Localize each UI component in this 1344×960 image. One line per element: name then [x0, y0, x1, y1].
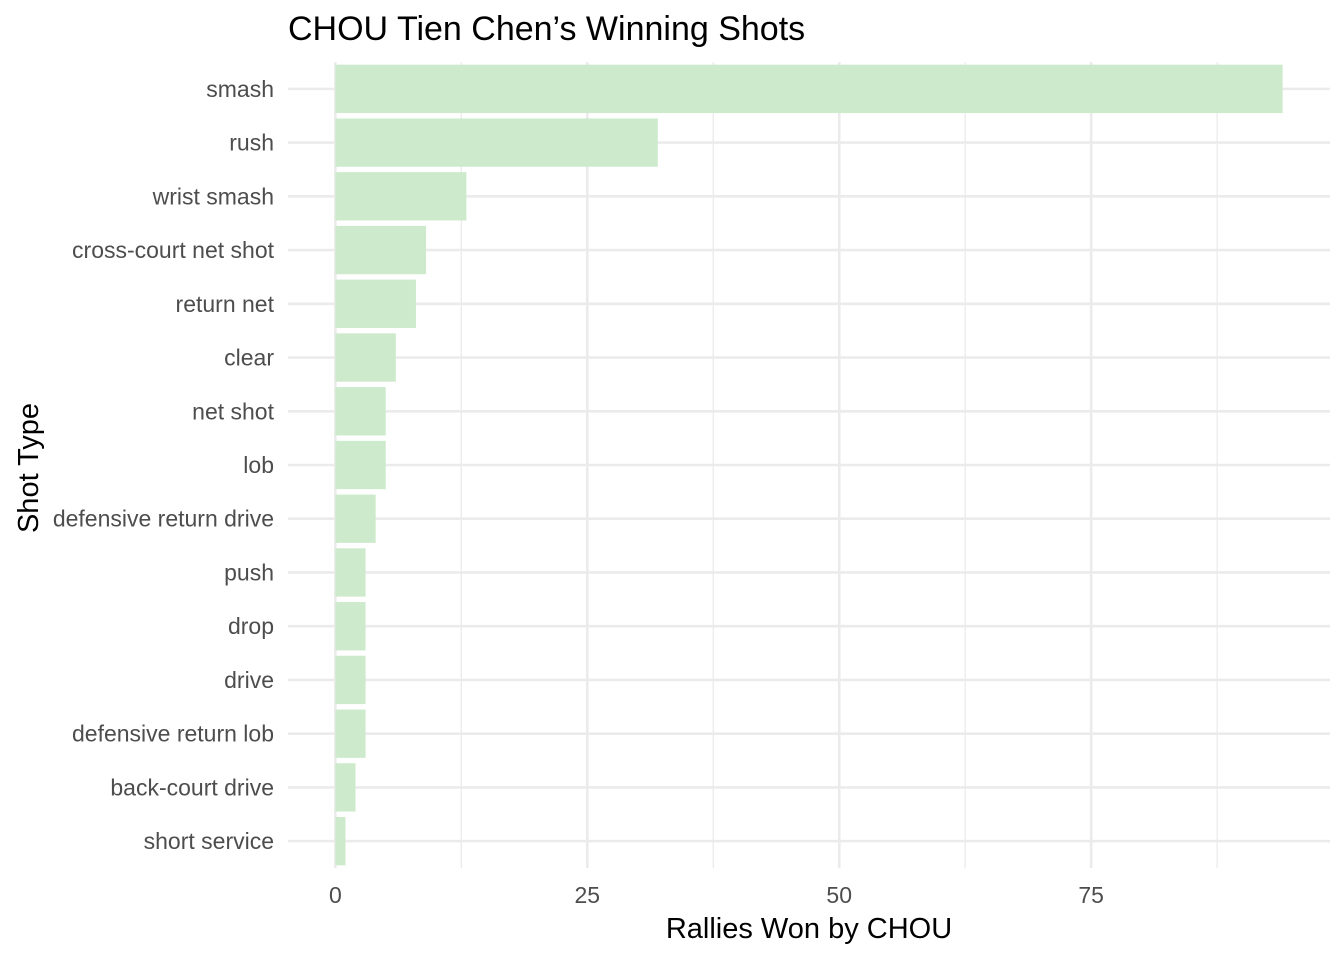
y-tick-label: net shot	[192, 398, 274, 424]
y-tick-label: rush	[229, 130, 274, 156]
bar	[335, 225, 427, 275]
bar	[335, 118, 658, 167]
y-tick-label: return net	[176, 291, 275, 317]
y-tick-labels: smash rush wrist smash cross-court net shot…	[53, 76, 275, 854]
x-tick-label: 0	[329, 882, 342, 908]
bar	[335, 172, 467, 221]
y-tick-label: wrist smash	[152, 183, 274, 209]
chart-title: CHOU Tien Chen’s Winning Shots	[288, 10, 805, 48]
bar	[335, 602, 366, 651]
bar	[335, 64, 1283, 114]
y-tick-label: drive	[224, 667, 274, 693]
x-tick-label: 50	[826, 882, 852, 908]
y-tick-label: short service	[144, 828, 274, 854]
bar	[335, 440, 386, 490]
bar	[335, 279, 416, 328]
y-tick-label: defensive return lob	[72, 721, 274, 747]
y-tick-label: cross-court net shot	[72, 237, 275, 263]
bar	[335, 763, 356, 812]
y-tick-label: clear	[224, 345, 274, 371]
bar	[335, 655, 366, 705]
y-tick-label: lob	[243, 452, 274, 478]
y-tick-label: back-court drive	[110, 774, 274, 800]
x-tick-label: 25	[575, 882, 601, 908]
y-axis-title: Shot Type	[13, 403, 45, 533]
bar	[335, 548, 366, 597]
y-tick-label: smash	[206, 76, 274, 102]
x-axis-title: Rallies Won by CHOU	[666, 913, 952, 945]
x-tick-labels: 0 25 50 75	[329, 882, 1104, 908]
bar	[335, 494, 376, 543]
bar	[335, 333, 396, 382]
y-tick-label: push	[224, 559, 274, 585]
bar	[335, 709, 366, 758]
x-tick-label: 75	[1078, 882, 1104, 908]
bar	[335, 387, 386, 436]
y-tick-label: drop	[228, 613, 274, 639]
bars	[335, 64, 1283, 866]
bar	[335, 816, 346, 866]
y-tick-label: defensive return drive	[53, 506, 274, 532]
